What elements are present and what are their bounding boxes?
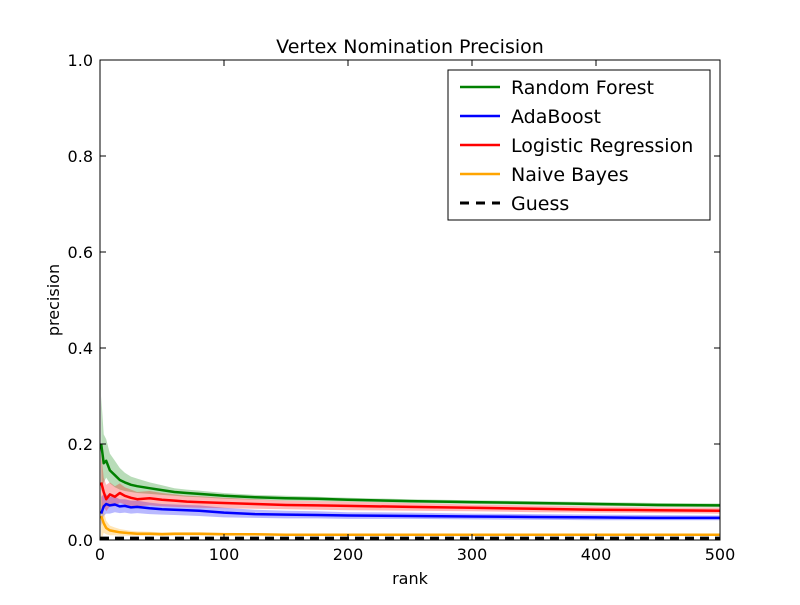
plot-frame bbox=[99, 59, 721, 541]
confidence-band-logistic-regression bbox=[101, 453, 720, 514]
x-tick-label: 200 bbox=[333, 545, 364, 564]
y-tick-label: 1.0 bbox=[68, 51, 93, 70]
x-tick-label: 400 bbox=[581, 545, 612, 564]
x-tick-label: 300 bbox=[457, 545, 488, 564]
x-tick-label: 0 bbox=[95, 545, 105, 564]
series-line-random-forest bbox=[100, 443, 720, 507]
y-tick-label: 0.0 bbox=[68, 531, 93, 550]
y-tick-label: 0.8 bbox=[68, 147, 93, 166]
x-tick-label: 100 bbox=[209, 545, 240, 564]
y-tick-label: 0.4 bbox=[68, 339, 93, 358]
chart-title: Vertex Nomination Precision bbox=[276, 36, 544, 58]
y-axis-label: precision bbox=[44, 264, 63, 336]
legend-label-adaboost: AdaBoost bbox=[511, 106, 601, 128]
legend-label-guess: Guess bbox=[511, 193, 569, 215]
x-axis-label: rank bbox=[392, 569, 429, 588]
x-tick-label: 500 bbox=[705, 545, 736, 564]
legend-label-random-forest: Random Forest bbox=[511, 77, 654, 99]
y-tick-label: 0.6 bbox=[68, 243, 93, 262]
legend-label-naive-bayes: Naive Bayes bbox=[511, 164, 629, 186]
y-tick-label: 0.2 bbox=[68, 435, 93, 454]
legend: Random Forest AdaBoost Logistic Regression… bbox=[447, 69, 711, 221]
ticks: 0 100 200 300 400 500 0.0 0.2 0.4 0.6 0.8 1.0 bbox=[68, 51, 736, 564]
series-line-logistic-regression bbox=[100, 482, 720, 512]
series-line-adaboost bbox=[100, 502, 720, 520]
legend-label-logistic-regression: Logistic Regression bbox=[511, 135, 693, 157]
